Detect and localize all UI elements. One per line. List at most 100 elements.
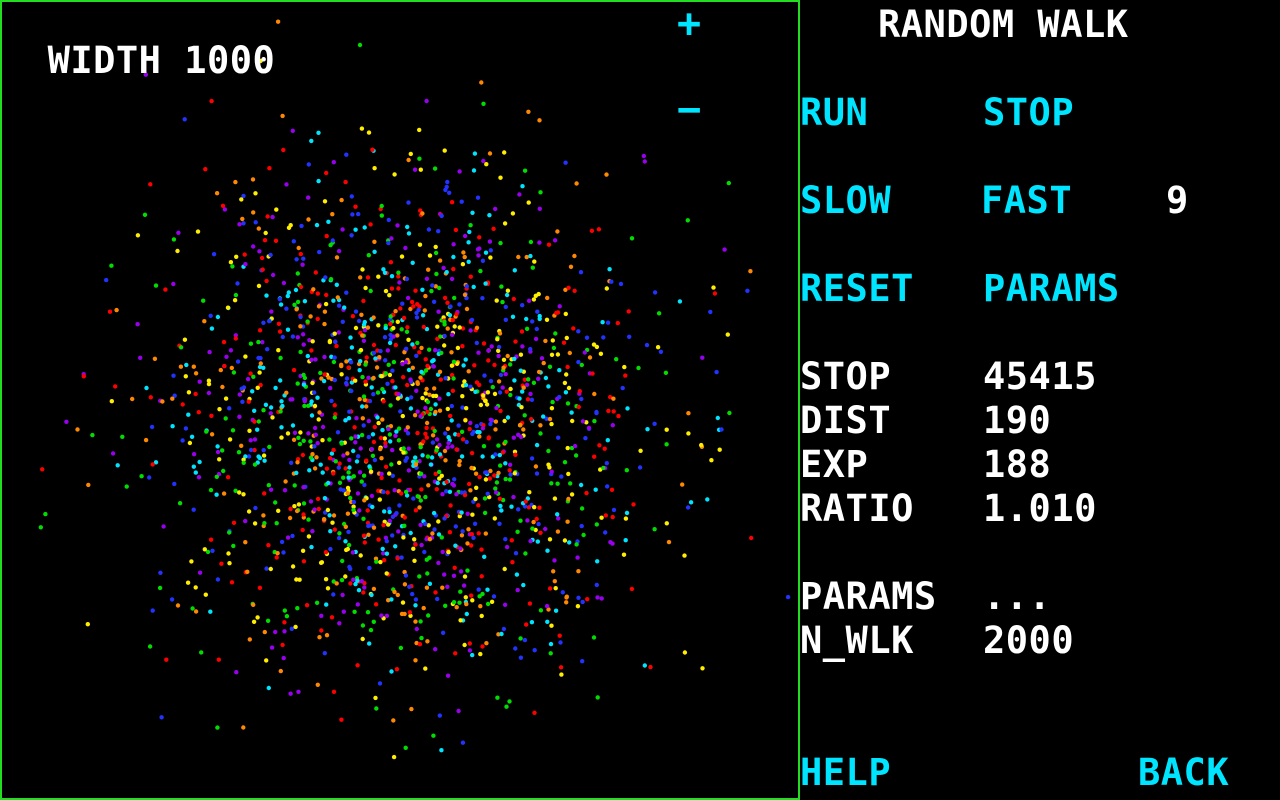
speed-value: 9 [1166,179,1189,222]
walker-dot [237,222,242,227]
walker-dot [437,396,442,401]
walker-dot [265,618,271,623]
walker-dot [523,499,528,504]
params-button[interactable]: PARAMS [983,267,1120,310]
walker-dot [493,206,498,212]
walker-dot [300,548,306,553]
walker-dot [182,117,187,122]
walker-dot [362,225,367,230]
walker-dot [508,386,513,392]
walker-dot [425,409,430,414]
walker-dot [536,521,541,527]
fast-button[interactable]: FAST [981,179,1073,222]
walker-dot [261,320,266,325]
walker-dot [208,313,213,318]
walker-dot [460,529,465,534]
walker-dot [487,476,492,481]
walker-dot [366,434,371,440]
walker-dot [332,403,337,408]
walker-dot [484,162,489,167]
walker-dot [399,327,404,332]
walker-dot [430,531,435,536]
walker-dot [339,362,344,367]
walker-dot [221,491,227,496]
walker-dot [576,404,581,410]
walker-dot [186,412,191,417]
walker-dot [453,543,458,548]
walker-dot [609,279,614,284]
walker-dot [420,313,426,318]
walker-dot [563,390,569,395]
walker-dot [455,345,461,351]
walker-dot [324,633,330,638]
walker-dot [418,619,423,624]
walker-dot [203,592,208,597]
walker-dot [387,340,393,346]
run-button[interactable]: RUN [800,91,869,134]
walker-dot [413,455,418,460]
walker-dot [366,375,371,380]
walker-dot [536,369,542,375]
walker-dot [595,559,600,564]
reset-button[interactable]: RESET [800,267,914,310]
walker-dot [401,446,406,451]
walker-dot [365,508,370,513]
walker-dot [328,242,333,248]
walker-dot [193,371,199,376]
walker-dot [423,293,428,299]
walker-dot [477,474,482,480]
walker-dot [208,537,214,542]
walker-dot [717,447,722,452]
walker-dot [461,250,466,255]
slow-button[interactable]: SLOW [800,179,892,222]
walker-dot [374,365,380,370]
walker-dot [199,650,204,655]
zoom-in-button[interactable]: + [677,1,702,47]
walker-dot [209,98,214,104]
walker-dot [418,498,423,503]
walker-dot [425,363,430,369]
walker-dot [553,608,559,613]
walker-dot [295,271,300,276]
walker-dot [463,357,468,362]
walker-dot [326,219,331,224]
walker-dot [228,260,234,265]
walker-dot [381,399,386,404]
walker-dot [431,510,437,516]
walker-dot [537,206,542,211]
walker-dot [451,266,456,272]
walker-dot [711,285,716,290]
walker-dot [502,221,508,226]
walker-dot [278,302,284,307]
walker-dot [510,314,516,319]
walker-dot [389,274,395,279]
walker-dot [396,392,401,397]
walker-dot [463,382,469,388]
walker-dot [513,646,518,651]
walker-dot [515,587,520,593]
back-button[interactable]: BACK [1138,751,1230,794]
walker-dot [323,275,328,280]
walker-dot [208,609,213,614]
walker-dot [282,488,288,493]
walker-dot [175,248,180,254]
walker-dot [471,168,477,173]
walker-dot [390,379,395,384]
walker-dot [234,670,239,675]
stop-button[interactable]: STOP [983,91,1075,134]
walker-dot [437,369,443,374]
walker-dot [401,535,406,540]
walker-dot [631,502,636,507]
walker-dot [322,651,327,656]
walker-dot [324,233,329,239]
walker-dot [549,469,554,474]
walker-dot [595,695,600,700]
walker-dot [563,160,568,165]
walker-dot [237,490,242,495]
walker-dot [571,326,576,331]
walker-dot [257,585,263,590]
zoom-out-button[interactable]: − [677,87,702,133]
walker-dot [563,287,568,292]
walker-dot [418,471,424,476]
help-button[interactable]: HELP [800,751,892,794]
